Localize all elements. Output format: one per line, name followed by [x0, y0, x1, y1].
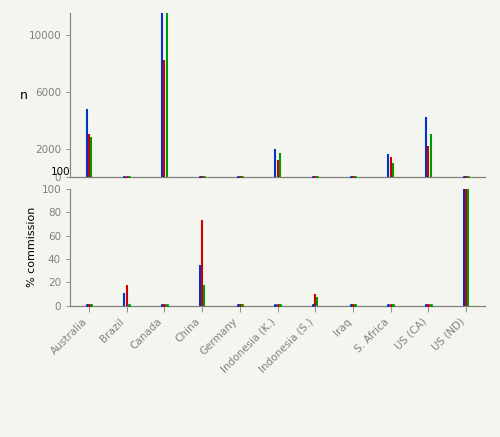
Text: 100: 100 [50, 167, 70, 177]
Y-axis label: % commission: % commission [27, 207, 37, 288]
Y-axis label: n: n [20, 89, 28, 102]
